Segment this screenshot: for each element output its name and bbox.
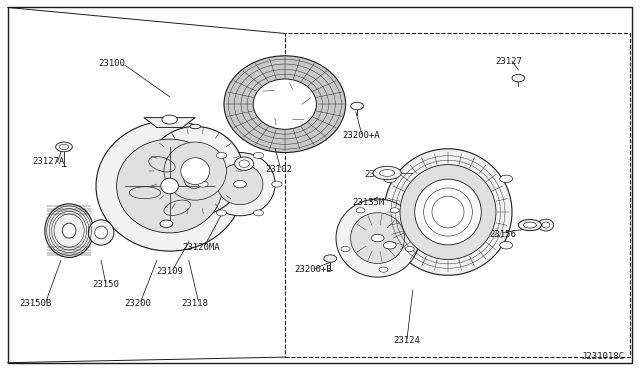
Circle shape xyxy=(160,220,173,227)
Circle shape xyxy=(383,175,396,183)
Polygon shape xyxy=(144,118,195,128)
Circle shape xyxy=(341,246,350,251)
Circle shape xyxy=(253,210,264,216)
Text: 23120MA: 23120MA xyxy=(183,243,220,252)
Circle shape xyxy=(500,175,513,183)
Ellipse shape xyxy=(239,160,250,167)
Ellipse shape xyxy=(190,214,200,218)
Circle shape xyxy=(56,142,72,152)
Circle shape xyxy=(253,153,264,158)
Ellipse shape xyxy=(373,166,401,180)
Text: 23135M: 23135M xyxy=(352,198,384,207)
Text: 23215: 23215 xyxy=(364,170,391,179)
Circle shape xyxy=(162,115,177,124)
Ellipse shape xyxy=(96,121,243,251)
Circle shape xyxy=(383,241,396,249)
Circle shape xyxy=(234,180,246,188)
Circle shape xyxy=(324,255,337,262)
Ellipse shape xyxy=(415,179,481,245)
Circle shape xyxy=(216,210,227,216)
Ellipse shape xyxy=(237,177,250,187)
Ellipse shape xyxy=(336,199,419,277)
Ellipse shape xyxy=(164,142,227,200)
Ellipse shape xyxy=(205,153,275,216)
Circle shape xyxy=(272,181,282,187)
Ellipse shape xyxy=(95,226,108,239)
Circle shape xyxy=(216,153,227,158)
Text: 23150: 23150 xyxy=(92,280,119,289)
Ellipse shape xyxy=(217,164,263,205)
Text: 23102: 23102 xyxy=(265,165,292,174)
Circle shape xyxy=(198,181,208,187)
Text: 23127A: 23127A xyxy=(32,157,64,166)
Ellipse shape xyxy=(232,174,255,190)
Text: 23200+B: 23200+B xyxy=(295,265,332,274)
Circle shape xyxy=(512,74,525,82)
Circle shape xyxy=(351,102,364,110)
Text: 23200: 23200 xyxy=(124,299,151,308)
Ellipse shape xyxy=(116,139,223,233)
Bar xyxy=(285,33,630,357)
Text: 23109: 23109 xyxy=(156,267,183,276)
Ellipse shape xyxy=(190,124,200,129)
Circle shape xyxy=(356,208,365,213)
Ellipse shape xyxy=(88,220,114,245)
Text: 23127: 23127 xyxy=(495,57,522,66)
Text: 23200+A: 23200+A xyxy=(343,131,380,140)
Ellipse shape xyxy=(147,126,243,216)
Ellipse shape xyxy=(180,158,210,185)
Circle shape xyxy=(371,234,384,242)
Ellipse shape xyxy=(253,79,316,129)
Text: 23120M: 23120M xyxy=(224,191,256,200)
Ellipse shape xyxy=(235,157,253,170)
Circle shape xyxy=(60,144,68,150)
Circle shape xyxy=(500,241,513,249)
Ellipse shape xyxy=(45,204,93,257)
Ellipse shape xyxy=(518,219,541,231)
Ellipse shape xyxy=(351,213,404,263)
Text: 23150B: 23150B xyxy=(19,299,51,308)
Ellipse shape xyxy=(542,222,550,228)
Ellipse shape xyxy=(161,178,179,194)
Text: 23156: 23156 xyxy=(489,230,516,239)
Ellipse shape xyxy=(524,222,536,228)
Ellipse shape xyxy=(224,56,346,153)
Ellipse shape xyxy=(62,223,76,238)
Text: J231018C: J231018C xyxy=(581,352,624,361)
Circle shape xyxy=(379,267,388,272)
Text: 23100: 23100 xyxy=(99,59,125,68)
Circle shape xyxy=(390,208,399,213)
Text: 23118: 23118 xyxy=(182,299,209,308)
Ellipse shape xyxy=(384,149,512,275)
Ellipse shape xyxy=(538,219,554,231)
Ellipse shape xyxy=(380,170,395,176)
Text: 23124: 23124 xyxy=(393,336,420,345)
Ellipse shape xyxy=(400,164,496,260)
Circle shape xyxy=(405,246,414,251)
